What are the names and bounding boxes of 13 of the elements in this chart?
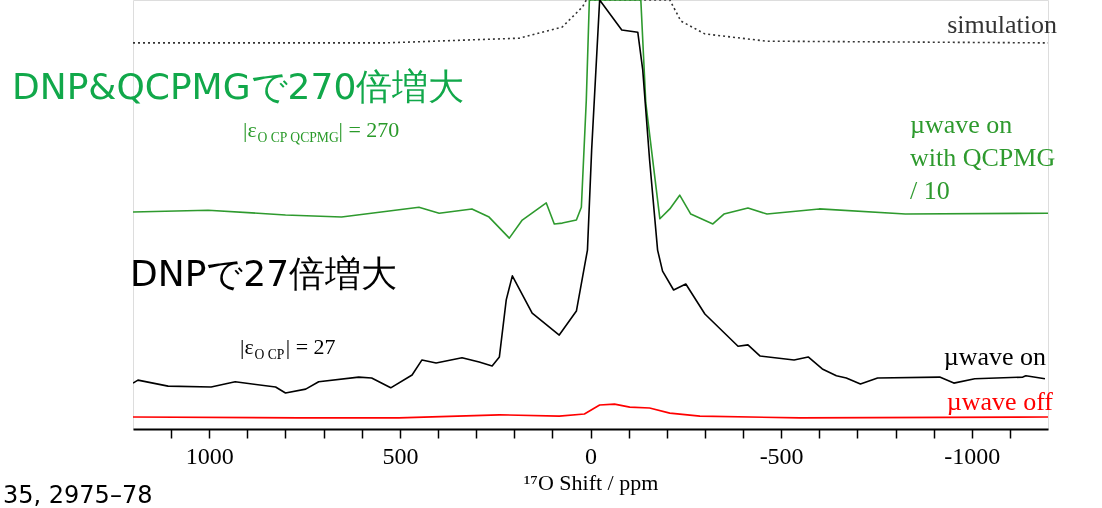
series-label: µwave on — [943, 342, 1046, 371]
text: 35, 2975–78 — [3, 481, 153, 508]
annotation: DNP&QCPMGで270倍増大 — [12, 66, 465, 107]
x-tick-label: 0 — [585, 442, 597, 469]
x-tick-label: -500 — [759, 442, 804, 469]
series-label: µwave on with QCPMG / 10 — [910, 110, 1056, 205]
x-tick-label: 1000 — [185, 442, 234, 469]
series-label: simulation — [947, 10, 1057, 39]
annotation: DNPで27倍増大 — [130, 253, 398, 294]
x-tick-label: 500 — [382, 442, 419, 469]
series-label: µwave off — [946, 387, 1054, 416]
x-tick-label: -1000 — [944, 442, 1001, 469]
x-axis-title: ¹⁷O Shift / ppm — [523, 469, 659, 495]
